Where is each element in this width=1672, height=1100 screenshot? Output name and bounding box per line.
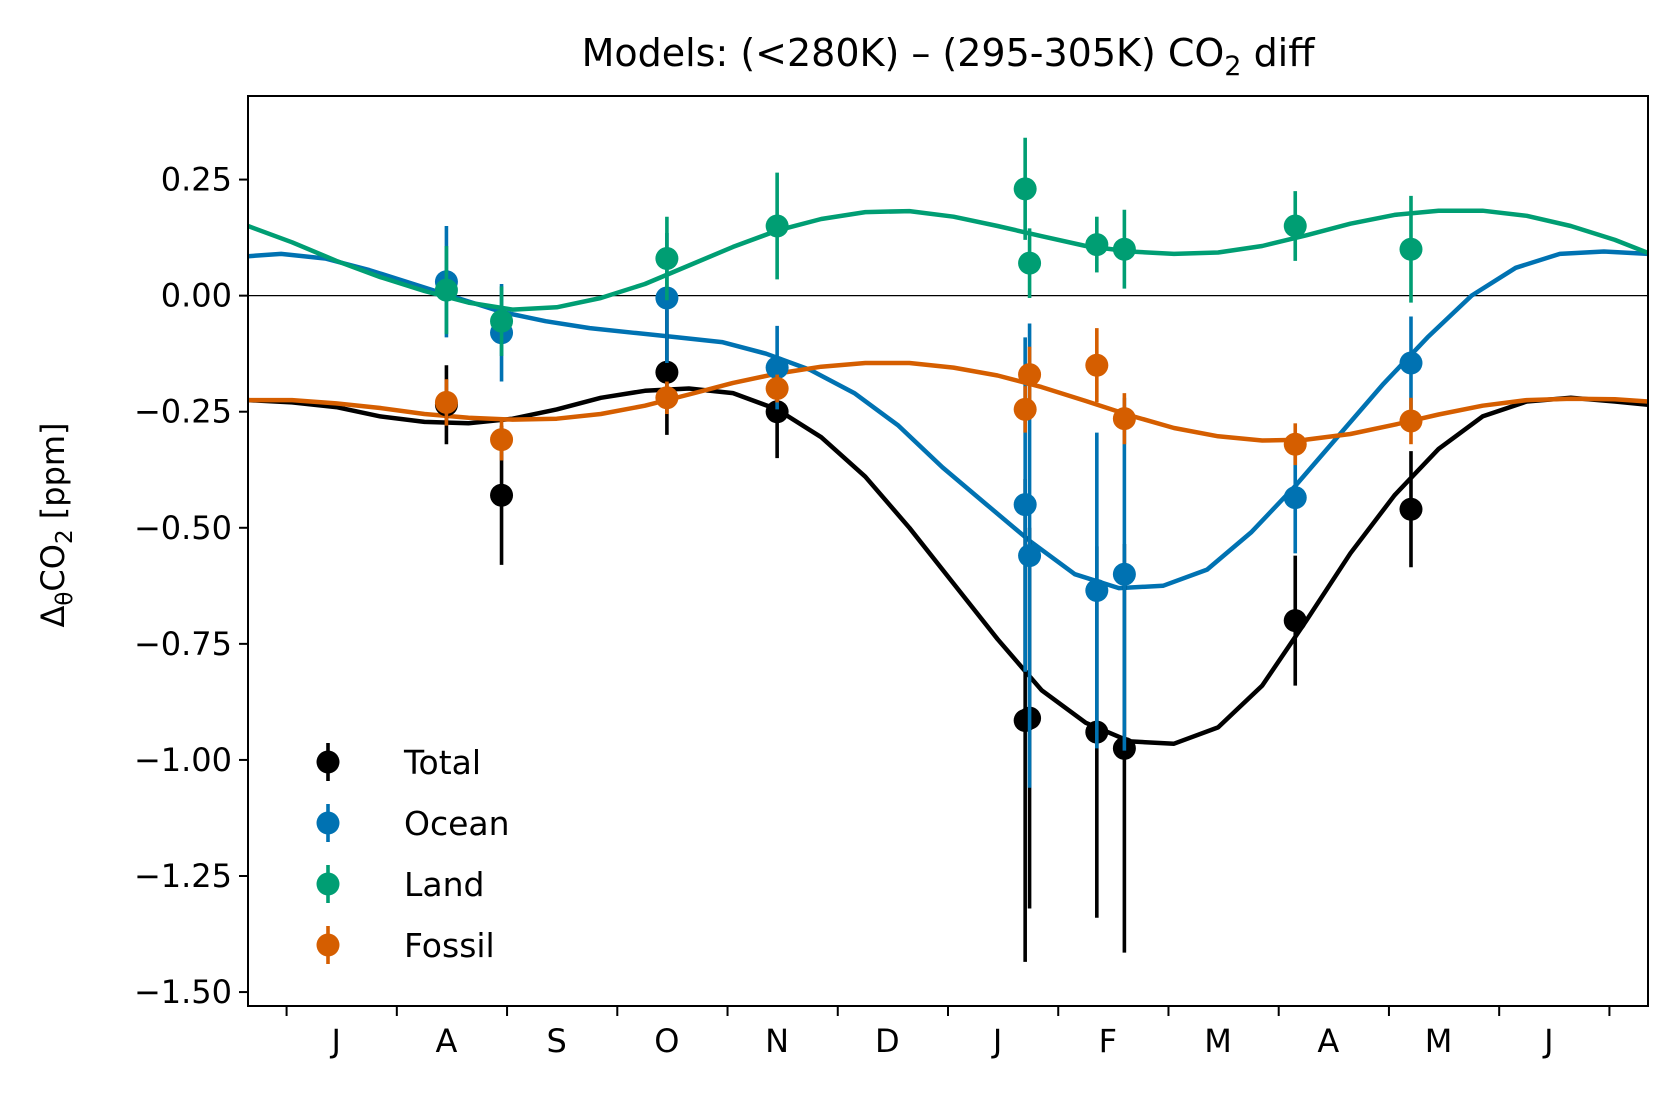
data-point-ocean-6 <box>1085 578 1109 602</box>
plot-area: 0.25 0.00 −0.25 −0.50 −0.75 −1.00 −1.25 −1.50 J A… <box>134 95 1649 1060</box>
y-axis-label: ΔθCO2 [ppm] <box>34 422 78 627</box>
fit-line-total <box>248 386 1648 746</box>
legend-item-fossil: Fossil <box>316 926 495 965</box>
y-tick-label-4: −0.75 <box>134 625 232 663</box>
data-point-ocean-5 <box>1018 544 1042 568</box>
data-point-land-4 <box>1013 177 1037 201</box>
y-tick-label-5: −1.00 <box>134 741 232 779</box>
y-tick-label-1: 0.00 <box>161 277 232 315</box>
data-point-fossil-8 <box>1283 432 1307 456</box>
data-point-fossil-3 <box>765 377 789 400</box>
x-tick-label-1: A <box>435 1022 457 1060</box>
y-axis-label-theta: θ <box>52 592 78 606</box>
y-axis-label-delta: Δ <box>34 606 72 628</box>
series-total <box>434 309 1423 962</box>
fit-curves <box>248 208 1648 746</box>
y-axis-label-co: CO <box>34 544 72 592</box>
data-point-fossil-2 <box>655 386 679 410</box>
chart-title-tail: diff <box>1241 31 1315 75</box>
data-point-total-1 <box>490 483 514 507</box>
chart-title: Models: (<280K) – (295-305K) CO2 diff <box>582 31 1316 82</box>
series-fossil <box>434 328 1423 466</box>
data-point-total-8 <box>1283 609 1307 633</box>
x-tick-label-8: M <box>1204 1022 1232 1060</box>
y-tick-label-3: −0.50 <box>134 509 232 547</box>
data-point-total-2 <box>655 360 679 384</box>
x-tick-label-7: F <box>1099 1022 1117 1060</box>
x-tick-label-0: J <box>329 1022 340 1060</box>
y-tick-label-2: −0.25 <box>134 393 232 431</box>
data-point-ocean-8 <box>1283 486 1307 510</box>
y-axis-label-group: ΔθCO2 [ppm] <box>34 422 78 627</box>
legend-label-total: Total <box>403 743 481 782</box>
chart-title-sub: 2 <box>1224 51 1241 82</box>
data-point-land-2 <box>655 247 679 270</box>
data-point-ocean-4 <box>1013 493 1037 517</box>
legend-marker-land <box>316 872 340 896</box>
x-tick-label-4: N <box>765 1022 789 1060</box>
data-point-land-0 <box>434 278 458 302</box>
x-tick-label-6: J <box>991 1022 1002 1060</box>
data-point-land-8 <box>1283 214 1307 238</box>
data-point-total-9 <box>1399 497 1423 521</box>
data-point-land-7 <box>1112 237 1136 261</box>
data-point-land-3 <box>765 214 789 238</box>
x-tick-label-3: O <box>654 1022 679 1060</box>
x-tick-label-5: D <box>875 1022 900 1060</box>
x-tick-label-10: M <box>1425 1022 1453 1060</box>
series-land <box>434 137 1423 356</box>
data-point-ocean-3 <box>765 356 789 380</box>
data-point-ocean-9 <box>1399 351 1423 375</box>
fit-line-fossil <box>248 360 1648 443</box>
data-point-land-6 <box>1085 233 1109 257</box>
data-point-fossil-9 <box>1399 409 1423 433</box>
legend-label-land: Land <box>404 865 484 904</box>
legend-marker-fossil <box>316 933 340 957</box>
data-point-fossil-6 <box>1085 353 1109 377</box>
y-axis-label-sub: 2 <box>52 529 78 544</box>
data-point-fossil-4 <box>1013 397 1037 421</box>
x-tick-label-11: J <box>1542 1022 1553 1060</box>
y-tick-label-6: −1.25 <box>134 857 232 895</box>
chart-title-main: Models: (<280K) – (295-305K) CO <box>582 31 1225 75</box>
legend: Total Ocean Land Fossil <box>316 743 510 965</box>
data-point-land-9 <box>1399 237 1423 261</box>
data-point-fossil-1 <box>490 428 514 452</box>
fit-line-land <box>248 208 1648 312</box>
y-tick-label-7: −1.50 <box>134 973 232 1011</box>
data-point-fossil-5 <box>1018 363 1042 387</box>
legend-item-ocean: Ocean <box>316 804 510 843</box>
y-axis-label-unit: [ppm] <box>34 422 72 529</box>
data-point-fossil-7 <box>1112 407 1136 431</box>
data-point-land-5 <box>1018 251 1042 275</box>
legend-item-total: Total <box>316 743 481 782</box>
legend-label-ocean: Ocean <box>404 804 510 843</box>
data-point-fossil-0 <box>434 390 458 414</box>
data-point-land-1 <box>490 309 514 333</box>
x-tick-label-2: S <box>547 1022 567 1060</box>
y-tick-label-0: 0.25 <box>161 161 232 199</box>
legend-item-land: Land <box>316 865 484 904</box>
legend-marker-ocean <box>316 811 340 835</box>
legend-marker-total <box>316 750 340 774</box>
data-point-ocean-7 <box>1112 562 1136 586</box>
data-point-total-3 <box>765 400 789 424</box>
x-tick-label-9: A <box>1317 1022 1339 1060</box>
legend-label-fossil: Fossil <box>404 926 495 965</box>
